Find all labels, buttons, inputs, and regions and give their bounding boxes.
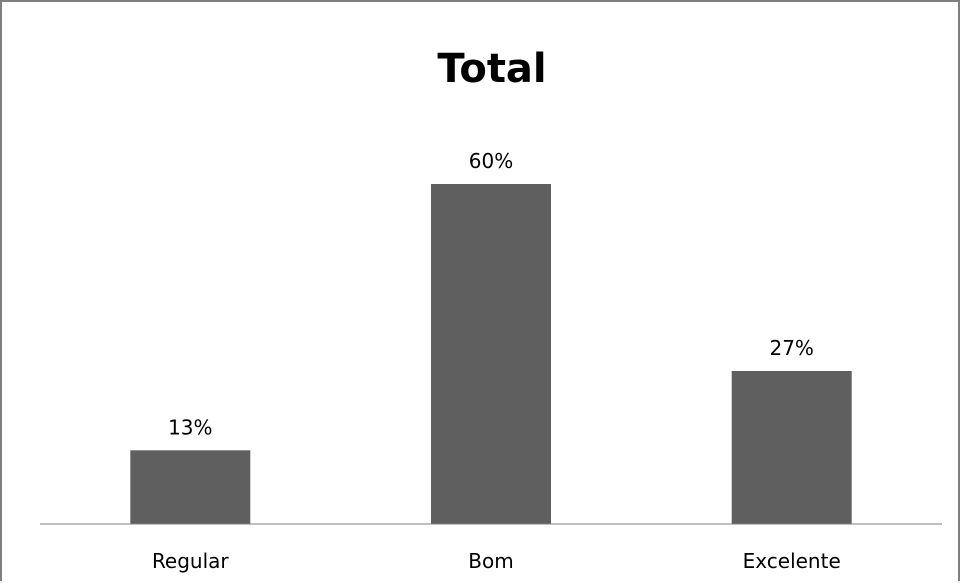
labels-layer: 13% Regular 60% Bom 27% Excelente: [152, 149, 841, 573]
bars-layer: [130, 184, 852, 524]
chart-title: Total: [437, 46, 546, 92]
bar-bom: [431, 184, 551, 524]
x-tick-label-regular: Regular: [152, 549, 229, 573]
data-label-regular: 13%: [168, 415, 212, 439]
bar-excelente: [731, 371, 852, 524]
data-label-bom: 60%: [469, 149, 513, 173]
bar-regular: [130, 450, 251, 524]
x-tick-label-excelente: Excelente: [743, 549, 841, 573]
x-tick-label-bom: Bom: [468, 549, 513, 573]
data-label-excelente: 27%: [769, 336, 813, 360]
